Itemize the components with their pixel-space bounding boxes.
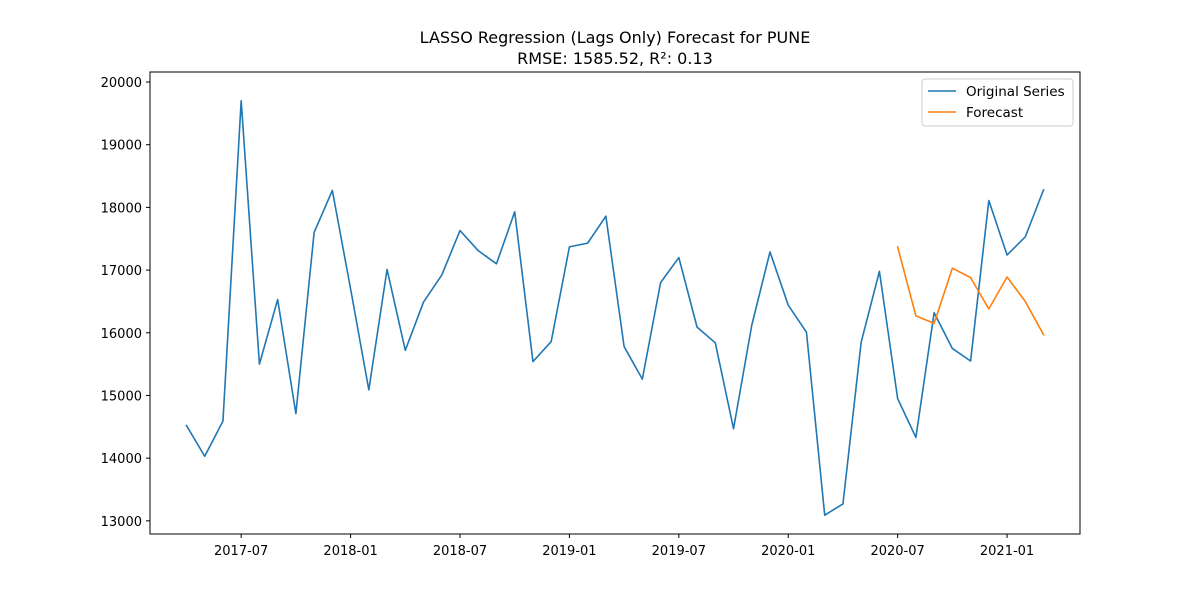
series-line-original-series [185,100,1045,516]
x-tick-label: 2018-01 [323,544,377,559]
y-tick-label: 17000 [101,264,142,279]
axes-frame [149,71,1081,535]
x-tick-label: 2019-07 [652,544,706,559]
legend-label: Original Series [966,84,1065,100]
x-tick-label: 2018-07 [433,544,487,559]
x-tick-label: 2020-07 [870,544,924,559]
x-axis: 2017-07 2018-01 2018-07 2019-01 2019-07 2020-… [214,534,1034,559]
legend: Original Series Forecast [921,78,1074,127]
legend-label: Forecast [966,105,1023,121]
y-axis: 13000 14000 15000 16000 17000 18000 19000 20000 [101,76,150,530]
chart-title: LASSO Regression (Lags Only) Forecast fo… [420,28,811,47]
y-tick-label: 20000 [101,76,142,91]
x-tick-label: 2020-01 [761,544,815,559]
y-tick-label: 19000 [101,139,142,154]
x-tick-label: 2021-01 [980,544,1034,559]
x-tick-label: 2019-01 [542,544,596,559]
y-tick-label: 18000 [101,201,142,216]
legend-box [921,78,1074,127]
plot-area [185,100,1045,516]
y-tick-label: 13000 [101,515,142,530]
y-tick-label: 16000 [101,327,142,342]
y-tick-label: 14000 [101,452,142,467]
series-line-forecast [896,245,1045,336]
chart-subtitle: RMSE: 1585.52, R²: 0.13 [517,49,713,68]
y-tick-label: 15000 [101,389,142,404]
x-tick-label: 2017-07 [214,544,268,559]
